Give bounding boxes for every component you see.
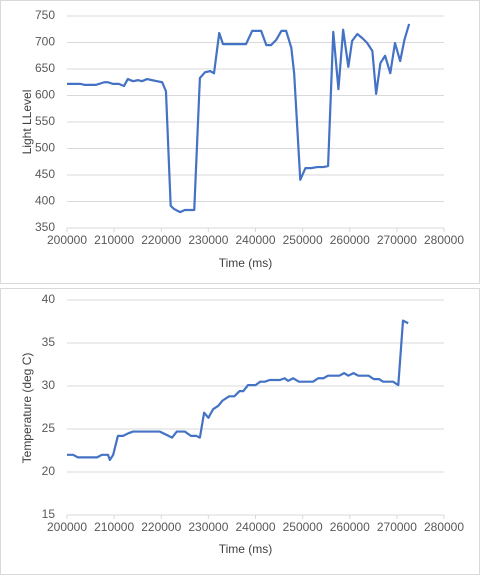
x-axis-label: Time (ms) bbox=[219, 256, 273, 270]
x-tick-label: 250000 bbox=[283, 520, 323, 534]
y-tick-label: 400 bbox=[35, 194, 55, 208]
x-tick-label: 230000 bbox=[188, 520, 228, 534]
y-tick-label: 450 bbox=[35, 167, 55, 181]
x-tick-label: 270000 bbox=[377, 233, 417, 247]
y-axis-label: Temperature (deg C) bbox=[20, 353, 34, 464]
y-tick-label: 15 bbox=[42, 507, 56, 521]
chart-frame bbox=[0, 288, 480, 575]
x-tick-label: 220000 bbox=[141, 520, 181, 534]
y-tick-label: 35 bbox=[42, 335, 56, 349]
x-tick-label: 220000 bbox=[141, 233, 181, 247]
y-tick-label: 700 bbox=[35, 35, 55, 49]
x-tick-label: 200000 bbox=[47, 520, 87, 534]
y-tick-label: 650 bbox=[35, 61, 55, 75]
y-tick-label: 750 bbox=[35, 8, 55, 22]
y-tick-label: 500 bbox=[35, 141, 55, 155]
x-tick-label: 260000 bbox=[330, 233, 370, 247]
x-tick-label: 230000 bbox=[188, 233, 228, 247]
x-tick-label: 210000 bbox=[94, 233, 134, 247]
y-tick-label: 25 bbox=[42, 421, 56, 435]
x-tick-label: 240000 bbox=[235, 233, 275, 247]
data-line bbox=[67, 319, 409, 462]
y-tick-label: 600 bbox=[35, 88, 55, 102]
x-tick-label: 280000 bbox=[424, 233, 464, 247]
x-tick-label: 210000 bbox=[94, 520, 134, 534]
y-tick-label: 550 bbox=[35, 114, 55, 128]
x-tick-label: 240000 bbox=[235, 520, 275, 534]
x-tick-label: 200000 bbox=[47, 233, 87, 247]
y-tick-label: 20 bbox=[42, 464, 56, 478]
x-tick-label: 250000 bbox=[283, 233, 323, 247]
y-tick-label: 350 bbox=[35, 220, 55, 234]
x-tick-label: 280000 bbox=[424, 520, 464, 534]
x-tick-label: 270000 bbox=[377, 520, 417, 534]
y-tick-label: 40 bbox=[42, 292, 56, 306]
x-axis-label: Time (ms) bbox=[219, 542, 273, 556]
data-line bbox=[67, 23, 411, 214]
y-axis-label: Light LLevel bbox=[20, 90, 34, 155]
chart-frame bbox=[0, 0, 480, 284]
y-tick-label: 30 bbox=[42, 378, 56, 392]
x-tick-label: 260000 bbox=[330, 520, 370, 534]
